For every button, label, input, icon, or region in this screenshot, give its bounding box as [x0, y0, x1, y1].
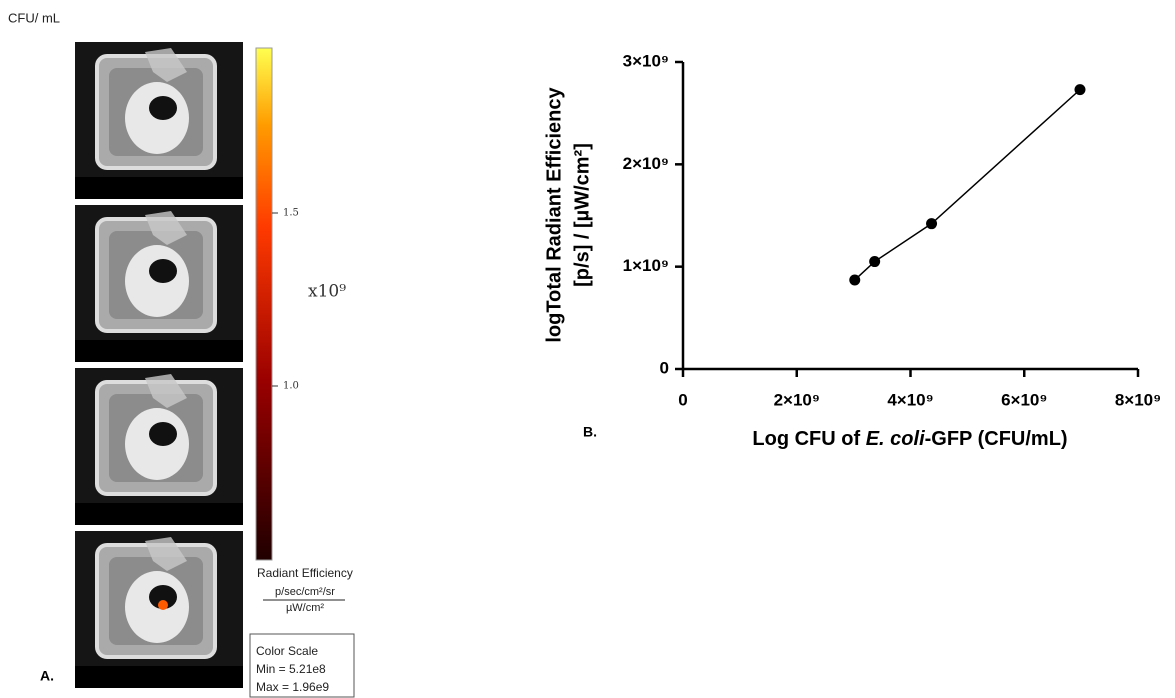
- x-tick-label: 8×10⁹: [1115, 390, 1161, 409]
- color-scale-box: [249, 633, 355, 698]
- panel-a-header: CFU/ mL: [8, 10, 60, 25]
- colorbar-multiplier: x10⁹: [308, 282, 346, 302]
- colorbar-unit: p/sec/cm²/sr: [275, 586, 335, 598]
- panel-label: B.: [583, 424, 597, 440]
- colorbar-tick-label: 1.0: [283, 381, 299, 392]
- plot: 0 1×10⁹ 2×10⁹ 3×10⁹ 0 2×10⁹ 4×10⁹ 6×10⁹ 8×10⁹: [623, 51, 1162, 409]
- sample-image: [73, 40, 245, 201]
- data-point: [849, 274, 861, 286]
- color-scale-title: Color Scale: [256, 644, 318, 658]
- y-tick-label: 3×10⁹: [623, 51, 669, 70]
- y-tick-label: 0: [660, 358, 669, 377]
- colorbar-unit: µW/cm²: [286, 602, 324, 614]
- x-axis-label: Log CFU of E. coli-GFP (CFU/mL): [752, 428, 1067, 450]
- data-point: [869, 256, 881, 268]
- x-tick-label: 0: [678, 390, 687, 409]
- colorbar-title: Radiant Efficiency: [257, 566, 353, 580]
- x-tick-label: 6×10⁹: [1001, 390, 1047, 409]
- y-tick-label: 1×10⁹: [623, 256, 669, 275]
- x-tick-label: 4×10⁹: [887, 390, 933, 409]
- data-point: [1074, 84, 1086, 96]
- signal-spot: [158, 600, 168, 610]
- colorbar-tick-label: 1.5: [283, 208, 299, 219]
- color-scale-max: Max = 1.96e9: [256, 680, 329, 694]
- colorbar: [255, 47, 273, 561]
- panel-label: A.: [40, 668, 54, 684]
- color-scale-min: Min = 5.21e8: [256, 662, 326, 676]
- y-axis-label: logTotal Radiant Efficiency [p/s] / [µW/…: [543, 87, 593, 343]
- x-tick-label: 2×10⁹: [774, 390, 820, 409]
- y-tick-label: 2×10⁹: [623, 154, 669, 173]
- data-point: [926, 218, 938, 230]
- y-axis-label-line: [p/s] / [µW/cm²]: [571, 143, 593, 287]
- sample-image: [73, 366, 245, 527]
- y-axis-label-line: logTotal Radiant Efficiency: [543, 87, 565, 343]
- series-line: [854, 89, 1081, 281]
- sample-image: [73, 529, 245, 690]
- sample-image: [73, 203, 245, 364]
